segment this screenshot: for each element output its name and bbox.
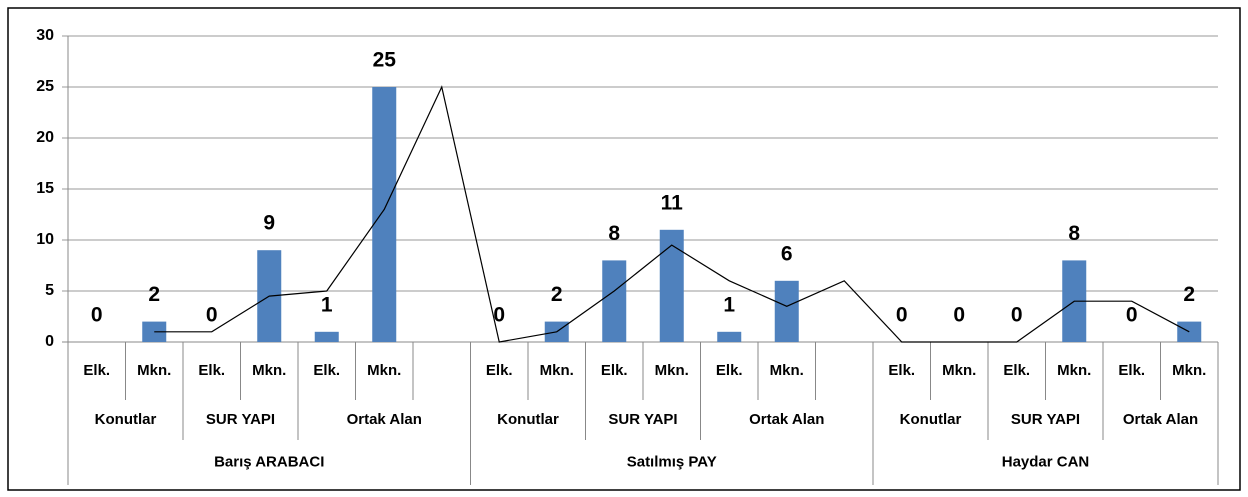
data-label: 6 — [781, 242, 793, 265]
data-label: 2 — [148, 283, 160, 306]
subgroup-label: Ortak Alan — [749, 411, 824, 428]
data-label: 25 — [373, 49, 397, 72]
data-label: 9 — [263, 212, 275, 235]
subgroup-label: Ortak Alan — [1123, 411, 1198, 428]
data-label: 0 — [1011, 304, 1023, 327]
y-tick-label: 15 — [36, 180, 54, 197]
data-label: 2 — [551, 283, 563, 306]
bar — [659, 229, 684, 342]
y-tick-label: 5 — [45, 282, 54, 299]
data-label: 1 — [723, 293, 735, 316]
y-tick-label: 10 — [36, 231, 54, 248]
x-tick-label: Elk. — [486, 362, 513, 379]
subgroup-label: Konutlar — [497, 411, 559, 428]
bar — [602, 260, 627, 342]
x-tick-label: Mkn. — [367, 362, 401, 379]
bar — [314, 331, 339, 342]
subgroup-label: Konutlar — [95, 411, 157, 428]
x-tick-label: Elk. — [198, 362, 225, 379]
y-tick-label: 30 — [36, 27, 54, 44]
x-tick-label: Elk. — [888, 362, 915, 379]
x-tick-label: Elk. — [83, 362, 110, 379]
data-label: 0 — [206, 304, 218, 327]
subgroup-label: Ortak Alan — [347, 411, 422, 428]
x-tick-label: Elk. — [716, 362, 743, 379]
x-tick-label: Mkn. — [942, 362, 976, 379]
data-label: 0 — [91, 304, 103, 327]
frame — [7, 7, 1241, 491]
data-label: 0 — [493, 304, 505, 327]
data-label: 0 — [953, 304, 965, 327]
trend-line — [154, 85, 1190, 343]
bar — [774, 280, 799, 342]
subgroup-label: SUR YAPI — [1011, 411, 1080, 428]
x-tick-label: Mkn. — [1057, 362, 1091, 379]
y-tick-label: 20 — [36, 129, 54, 146]
x-tick-label: Mkn. — [1172, 362, 1206, 379]
data-label: 0 — [896, 304, 908, 327]
group-label: Satılmış PAY — [627, 453, 717, 470]
x-tick-label: Mkn. — [540, 362, 574, 379]
bar — [372, 87, 397, 342]
data-label: 8 — [608, 222, 620, 245]
data-label: 0 — [1126, 304, 1138, 327]
data-label: 1 — [321, 293, 333, 316]
x-tick-label: Elk. — [1118, 362, 1145, 379]
x-tick-label: Mkn. — [655, 362, 689, 379]
x-tick-label: Mkn. — [252, 362, 286, 379]
bar — [717, 331, 742, 342]
x-tick-label: Elk. — [1003, 362, 1030, 379]
x-tick-label: Mkn. — [137, 362, 171, 379]
data-label: 11 — [661, 191, 684, 214]
y-tick-label: 0 — [45, 333, 54, 350]
subgroup-label: Konutlar — [900, 411, 962, 428]
subgroup-label: SUR YAPI — [206, 411, 275, 428]
group-label: Haydar CAN — [1002, 453, 1090, 470]
x-tick-label: Elk. — [313, 362, 340, 379]
y-tick-label: 25 — [36, 78, 54, 95]
data-label: 2 — [1183, 283, 1195, 306]
data-label: 8 — [1068, 222, 1080, 245]
x-tick-label: Mkn. — [770, 362, 804, 379]
x-tick-label: Elk. — [601, 362, 628, 379]
group-label: Barış ARABACI — [214, 453, 324, 470]
subgroup-label: SUR YAPI — [608, 411, 677, 428]
